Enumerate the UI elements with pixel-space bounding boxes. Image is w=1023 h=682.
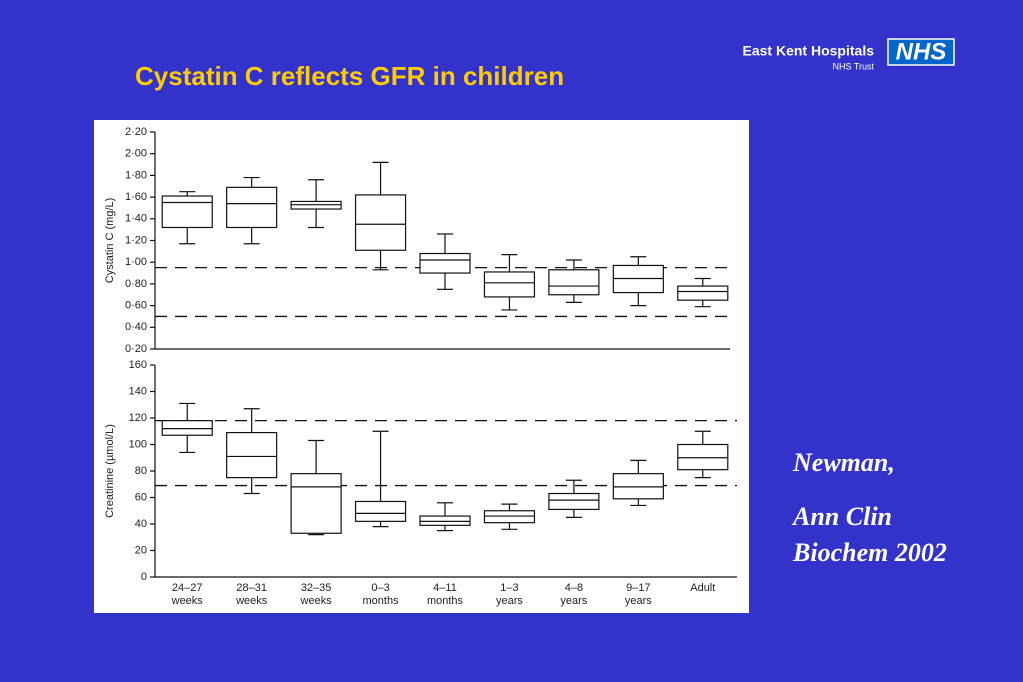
y-tick-label: 2·00: [125, 148, 147, 160]
x-tick-label: 4–8: [565, 582, 583, 594]
x-tick-label: 32–35: [301, 582, 332, 594]
box: [226, 431, 278, 479]
box: [548, 492, 600, 511]
org-name: East Kent Hospitals: [743, 43, 875, 59]
box: [483, 510, 536, 524]
slide-title: Cystatin C reflects GFR in children: [135, 61, 564, 91]
y-tick-label: 0·60: [125, 300, 147, 312]
x-tick-label: weeks: [235, 595, 268, 607]
box: [354, 194, 407, 251]
y-tick-label: 1·20: [125, 234, 147, 246]
y-tick-label: 2·20: [125, 126, 147, 138]
x-tick-label: 24–27: [172, 582, 203, 594]
x-tick-label: 28–31: [236, 582, 267, 594]
x-tick-label: months: [427, 595, 464, 607]
chart-panel: [94, 120, 749, 613]
y-tick-label: 60: [135, 491, 147, 503]
x-tick-label: Adult: [690, 582, 715, 594]
box: [548, 269, 600, 296]
x-tick-label: months: [363, 595, 400, 607]
box: [612, 473, 664, 500]
box: [419, 252, 471, 274]
box: [677, 443, 729, 471]
logo-box: [887, 38, 955, 66]
y-tick-label: 140: [129, 385, 147, 397]
box: [161, 420, 213, 436]
y-tick-label: 1·00: [125, 256, 147, 268]
reference-line: Biochem 2002: [792, 538, 947, 567]
y-tick-label: 0·20: [125, 343, 147, 355]
x-tick-label: 1–3: [500, 582, 518, 594]
y-tick-label: 1·80: [125, 169, 147, 181]
y-axis-label: Creatinine (µmol/L): [104, 424, 116, 518]
x-tick-label: weeks: [300, 595, 333, 607]
box: [161, 195, 213, 229]
box: [226, 186, 278, 229]
org-sub: NHS Trust: [832, 61, 874, 71]
y-tick-label: 0: [141, 571, 147, 583]
x-tick-label: 9–17: [626, 582, 650, 594]
x-tick-label: weeks: [171, 595, 204, 607]
logo: NHS: [896, 38, 947, 65]
box: [677, 285, 729, 301]
y-tick-label: 80: [135, 465, 147, 477]
y-tick-label: 100: [129, 438, 147, 450]
y-tick-label: 1·60: [125, 191, 147, 203]
box: [483, 271, 536, 298]
y-tick-label: 0·40: [125, 321, 147, 333]
y-tick-label: 20: [135, 544, 147, 556]
reference: Newman, Ann Clin Biochem 2002: [791, 448, 947, 567]
box: [290, 473, 342, 534]
x-tick-label: 0–3: [371, 582, 389, 594]
x-tick-label: 4–11: [433, 582, 457, 594]
y-tick-label: 0·80: [125, 278, 147, 290]
y-axis-label: Cystatin C (mg/L): [104, 198, 116, 284]
y-tick-label: 40: [135, 518, 147, 530]
y-tick-label: 160: [129, 359, 147, 371]
y-tick-label: 1·40: [125, 213, 147, 225]
reference-line: Ann Clin: [791, 502, 892, 531]
x-tick-label: years: [625, 595, 652, 607]
x-tick-label: years: [496, 595, 523, 607]
reference-line: Newman,: [792, 448, 895, 477]
x-tick-label: years: [560, 595, 587, 607]
box: [419, 515, 471, 526]
y-tick-label: 120: [129, 412, 147, 424]
box: [354, 500, 407, 522]
